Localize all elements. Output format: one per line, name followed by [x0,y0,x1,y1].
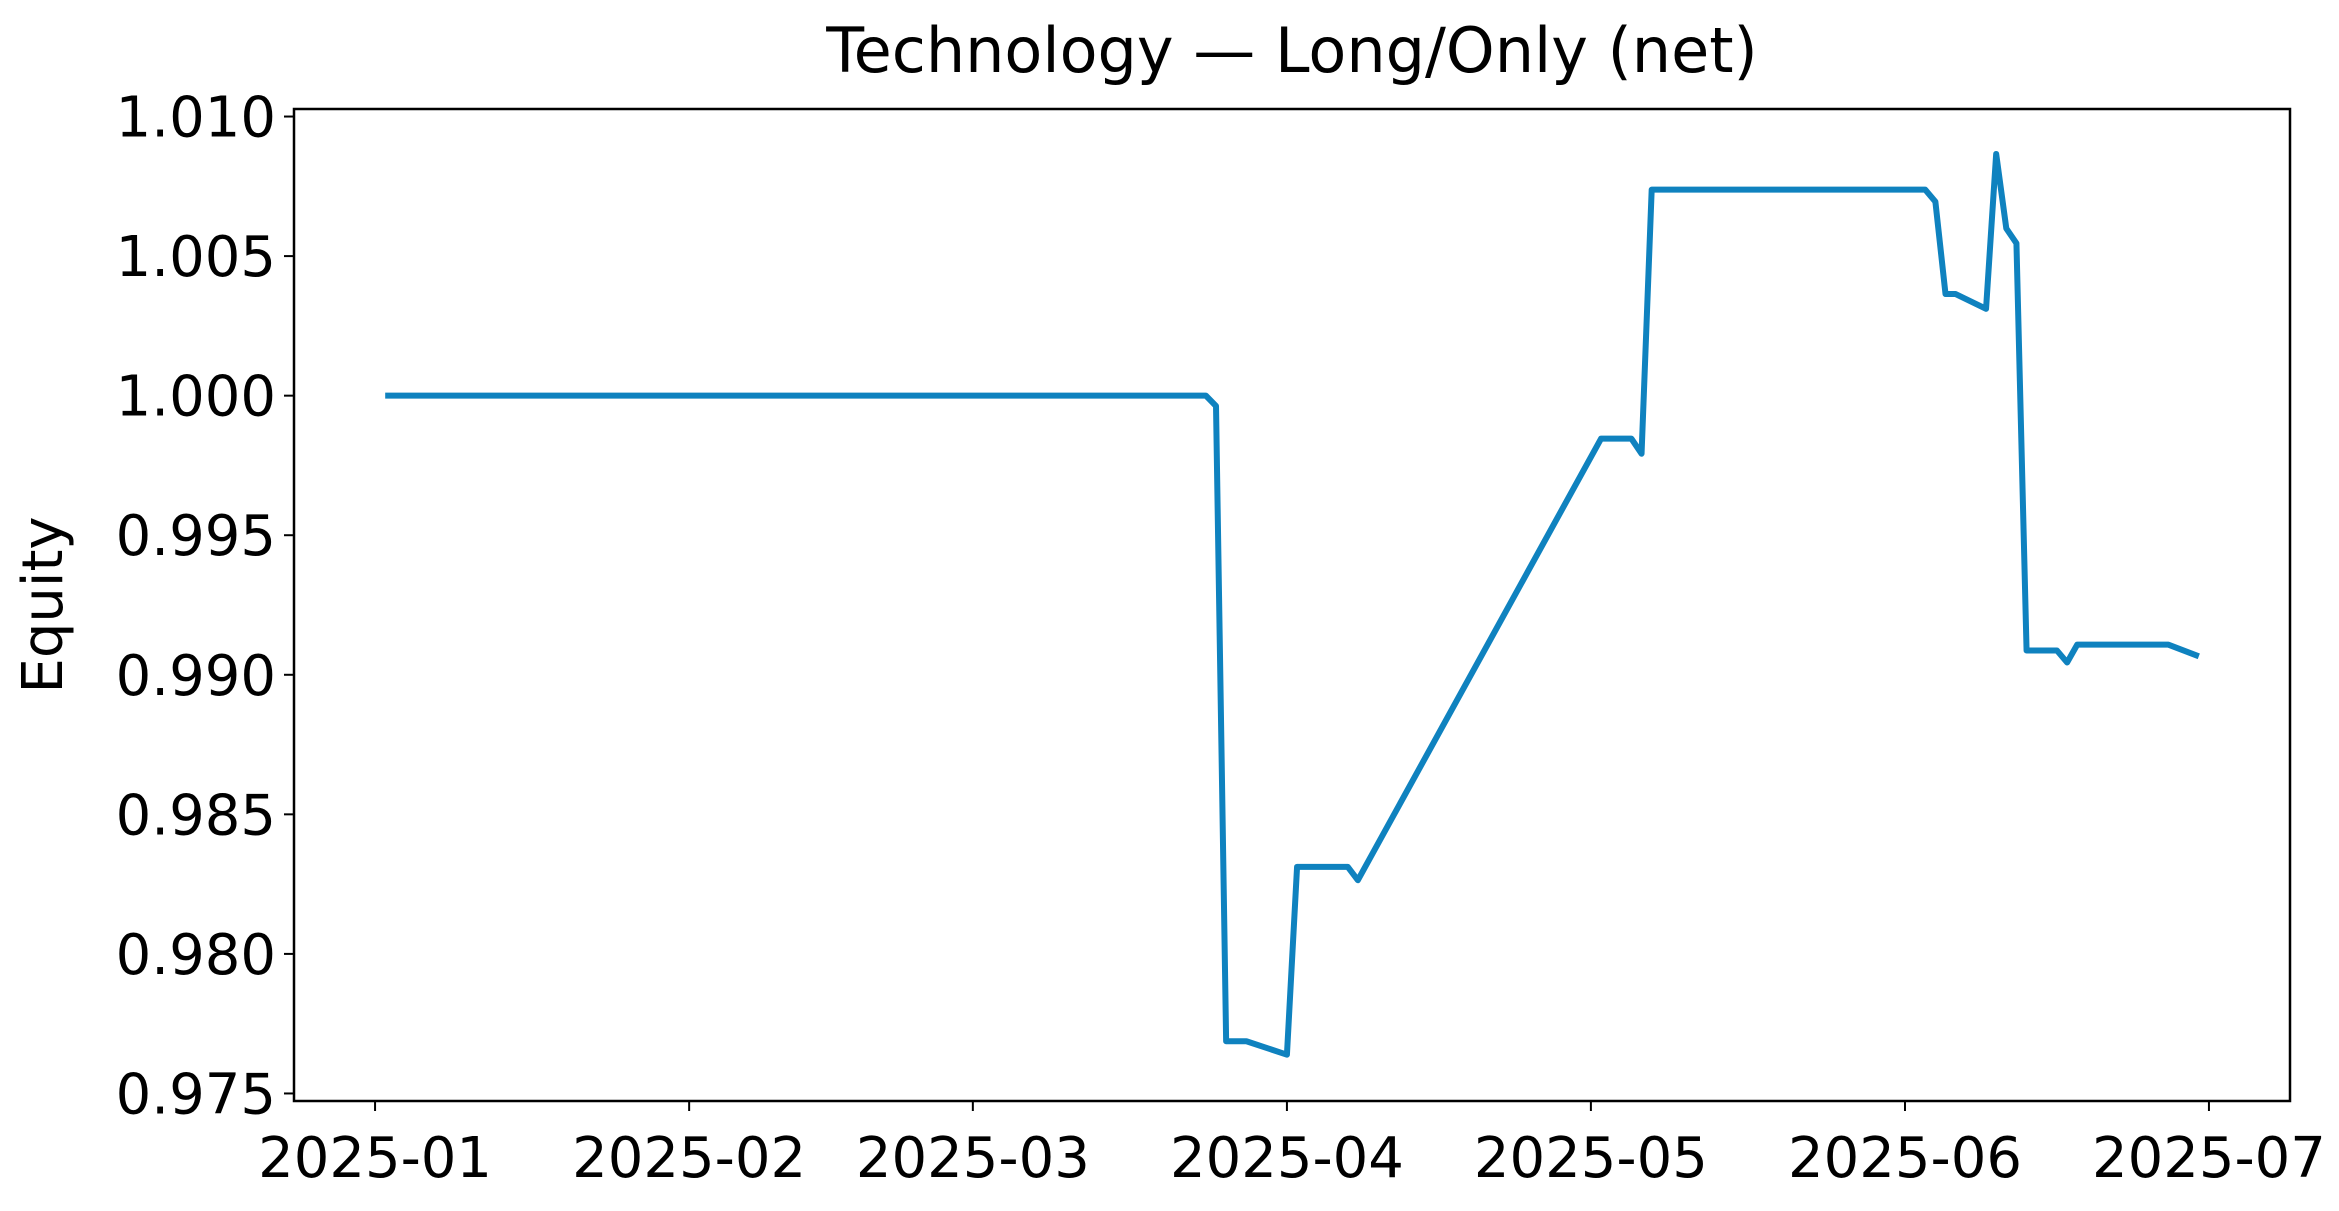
y-tick-label: 1.000 [116,365,276,430]
y-tick-label: 0.975 [116,1062,276,1127]
chart-title: Technology — Long/Only (net) [825,14,1757,87]
x-tick-label: 2025-05 [1474,1126,1708,1191]
x-tick-label: 2025-06 [1788,1126,2022,1191]
y-tick-label: 0.980 [116,923,276,988]
x-tick-label: 2025-01 [258,1126,492,1191]
y-tick-label: 0.990 [116,644,276,709]
y-axis-label: Equity [11,516,76,693]
x-tick-label: 2025-02 [572,1126,806,1191]
plot-frame [292,107,2292,1103]
y-tick-label: 0.995 [116,504,276,569]
y-tick-label: 1.005 [116,225,276,290]
y-tick-label: 1.010 [116,86,276,151]
x-tick-label: 2025-04 [1170,1126,1404,1191]
equity-line [385,150,2200,1058]
x-tick-label: 2025-07 [2092,1126,2326,1191]
y-tick-label: 0.985 [116,783,276,848]
x-tick-label: 2025-03 [856,1126,1090,1191]
